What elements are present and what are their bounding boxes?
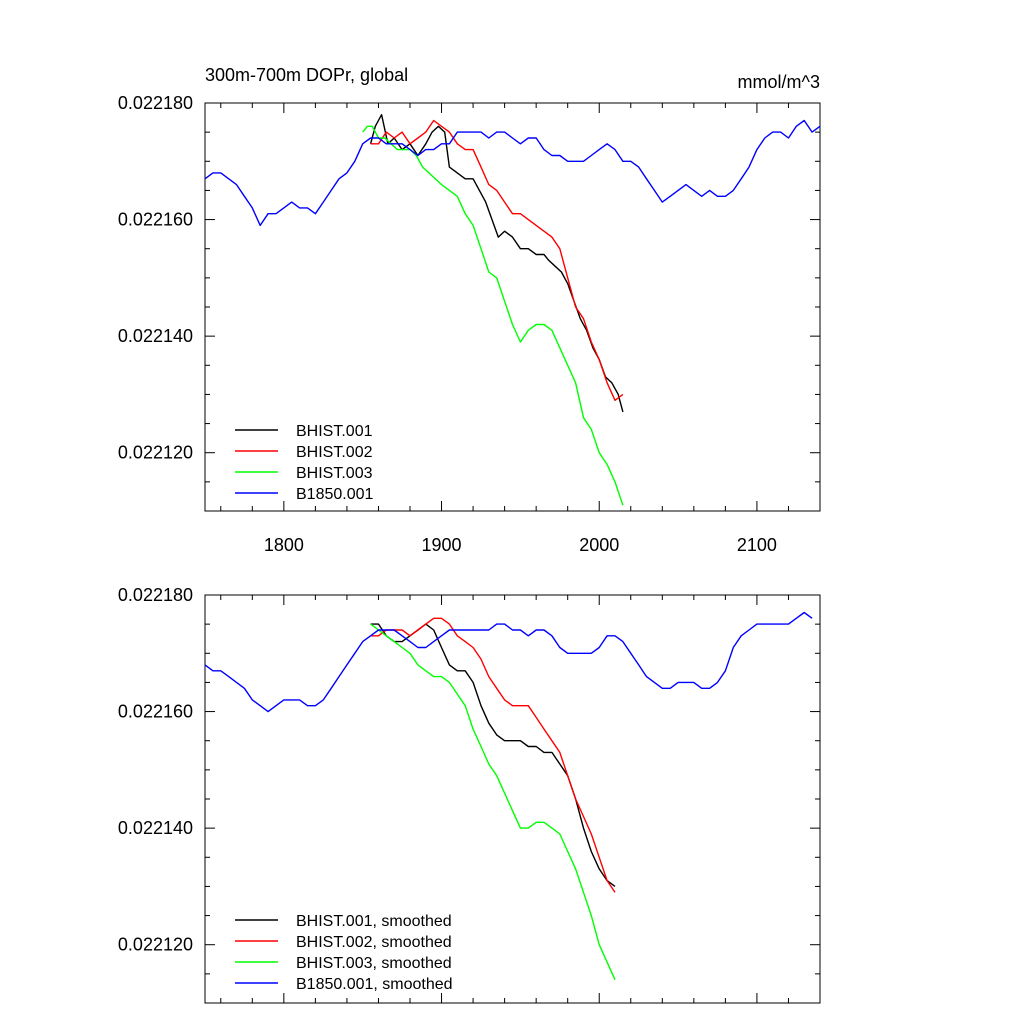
series-line-3 — [362, 125, 624, 506]
series-line-1 — [369, 113, 624, 413]
y-tick-label: 0.022140 — [118, 818, 193, 838]
series-line-1 — [370, 623, 616, 887]
legend-label: BHIST.002, smoothed — [296, 934, 452, 951]
legend-label: BHIST.001, smoothed — [296, 913, 452, 930]
series-line-2 — [370, 617, 616, 893]
legend-label: BHIST.001 — [296, 423, 373, 440]
x-tick-label: 1900 — [422, 535, 462, 555]
y-tick-label: 0.022140 — [118, 326, 193, 346]
series-line-4 — [204, 611, 813, 713]
x-tick-label: 2100 — [737, 535, 777, 555]
y-tick-label: 0.022180 — [118, 585, 193, 605]
legend-label: BHIST.002 — [296, 444, 373, 461]
units-label: mmol/m^3 — [738, 72, 820, 92]
bottom-panel: 0.022180 0.022160 0.022140 0.022120 BHIST.00… — [118, 585, 821, 1004]
top-panel: 0.022180 0.022160 0.022140 0.022120 1800 1900… — [118, 65, 821, 555]
legend-label: B1850.001 — [296, 486, 374, 503]
series-line-4 — [204, 119, 821, 227]
y-tick-label: 0.022160 — [118, 702, 193, 722]
y-tick-label: 0.022120 — [118, 935, 193, 955]
series-line-3 — [370, 623, 616, 980]
x-tick-label: 2000 — [579, 535, 619, 555]
legend-label: BHIST.003 — [296, 465, 373, 482]
series-line-2 — [370, 119, 624, 401]
x-tick-label: 1800 — [264, 535, 304, 555]
chart-title: 300m-700m DOPr, global — [205, 65, 408, 85]
legend-label: B1850.001, smoothed — [296, 976, 453, 993]
y-tick-label: 0.022160 — [118, 210, 193, 230]
y-tick-label: 0.022120 — [118, 443, 193, 463]
y-tick-label: 0.022180 — [118, 93, 193, 113]
legend-label: BHIST.003, smoothed — [296, 955, 452, 972]
